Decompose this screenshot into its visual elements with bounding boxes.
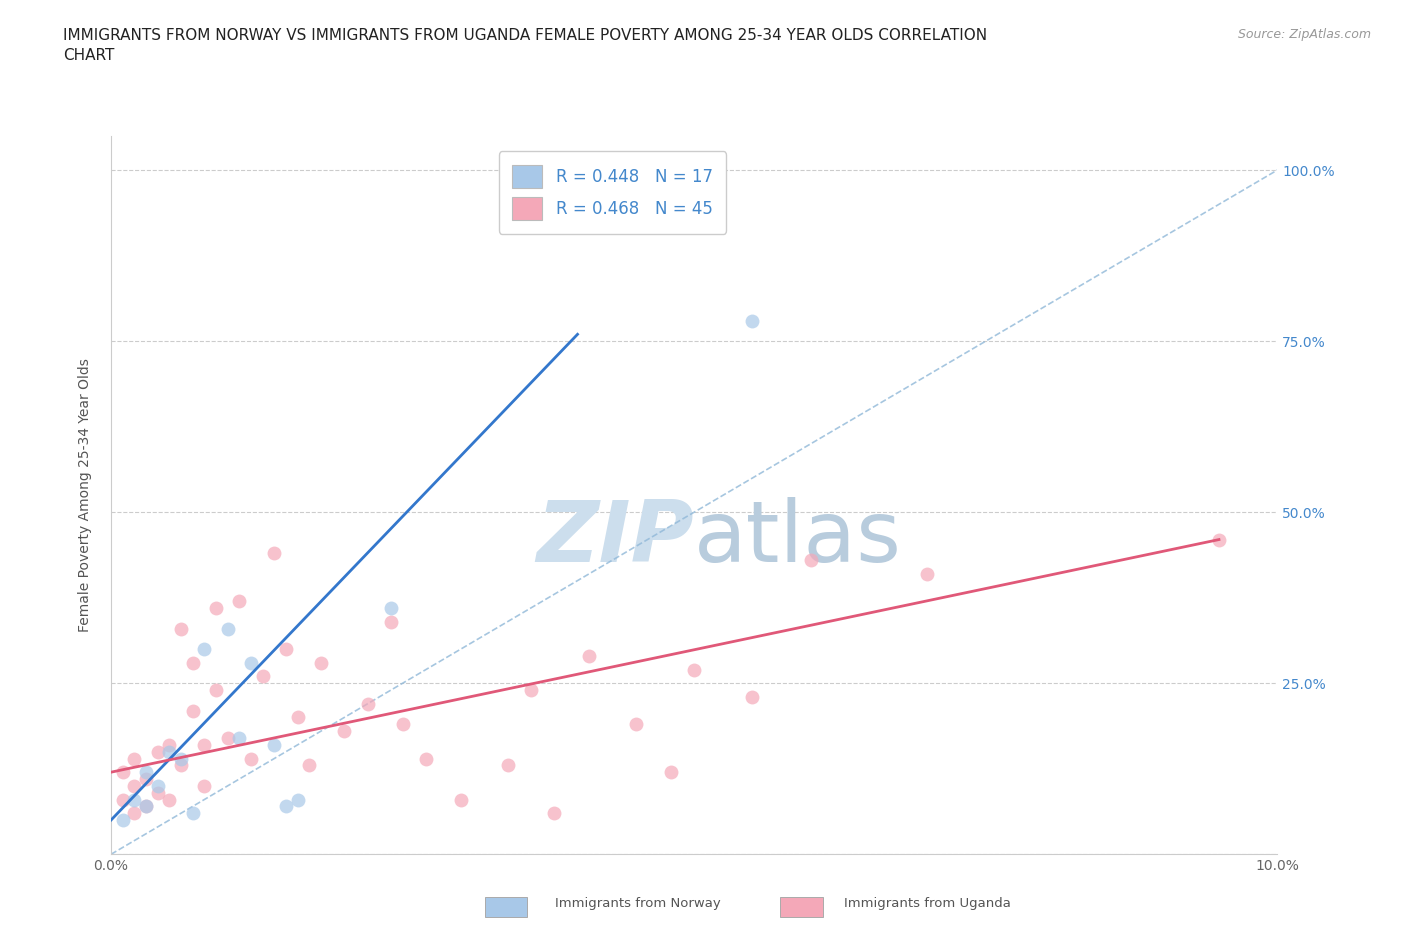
Point — [146, 778, 169, 793]
Point — [146, 744, 169, 759]
Text: atlas: atlas — [695, 497, 903, 579]
Text: Immigrants from Norway: Immigrants from Norway — [555, 897, 721, 910]
Point — [124, 805, 146, 820]
Point — [135, 799, 157, 814]
Point — [193, 642, 215, 657]
Point — [181, 656, 204, 671]
Point — [124, 751, 146, 766]
Point — [800, 552, 823, 567]
Point — [309, 656, 332, 671]
Point — [124, 778, 146, 793]
Point — [380, 614, 402, 629]
Point — [741, 689, 763, 704]
Point — [181, 805, 204, 820]
Point — [111, 764, 134, 779]
Point — [193, 778, 215, 793]
Point — [228, 593, 250, 608]
Point — [228, 731, 250, 746]
Point — [111, 792, 134, 807]
Point — [659, 764, 682, 779]
Text: Immigrants from Uganda: Immigrants from Uganda — [844, 897, 1011, 910]
Point — [111, 813, 134, 828]
Point — [1208, 532, 1230, 547]
Point — [157, 792, 180, 807]
Point — [496, 758, 519, 773]
Point — [252, 669, 274, 684]
Point — [135, 772, 157, 787]
Point — [205, 683, 228, 698]
Point — [380, 601, 402, 616]
Point — [543, 805, 565, 820]
Point — [287, 710, 309, 724]
Point — [181, 703, 204, 718]
Text: Source: ZipAtlas.com: Source: ZipAtlas.com — [1237, 28, 1371, 41]
Point — [520, 683, 543, 698]
Point — [624, 717, 647, 732]
Point — [205, 601, 228, 616]
Legend: R = 0.448   N = 17, R = 0.468   N = 45: R = 0.448 N = 17, R = 0.468 N = 45 — [499, 152, 725, 233]
Point — [124, 792, 146, 807]
Point — [415, 751, 437, 766]
Point — [391, 717, 413, 732]
Point — [274, 642, 297, 657]
Point — [170, 751, 193, 766]
Point — [157, 744, 180, 759]
Point — [170, 758, 193, 773]
Point — [356, 697, 378, 711]
Point — [135, 799, 157, 814]
Point — [146, 785, 169, 800]
Point — [683, 662, 706, 677]
Point — [741, 313, 763, 328]
Point — [170, 621, 193, 636]
Point — [450, 792, 472, 807]
Text: ZIP: ZIP — [537, 497, 695, 579]
Point — [287, 792, 309, 807]
Point — [239, 751, 262, 766]
Point — [263, 546, 285, 561]
Point — [333, 724, 356, 738]
Point — [157, 737, 180, 752]
Point — [274, 799, 297, 814]
Point — [239, 656, 262, 671]
Point — [917, 566, 939, 581]
Point — [217, 621, 239, 636]
Point — [263, 737, 285, 752]
Point — [298, 758, 321, 773]
Point — [135, 764, 157, 779]
Point — [578, 648, 600, 663]
Y-axis label: Female Poverty Among 25-34 Year Olds: Female Poverty Among 25-34 Year Olds — [79, 358, 93, 632]
Text: IMMIGRANTS FROM NORWAY VS IMMIGRANTS FROM UGANDA FEMALE POVERTY AMONG 25-34 YEAR: IMMIGRANTS FROM NORWAY VS IMMIGRANTS FRO… — [63, 28, 987, 62]
Point — [217, 731, 239, 746]
Point — [193, 737, 215, 752]
